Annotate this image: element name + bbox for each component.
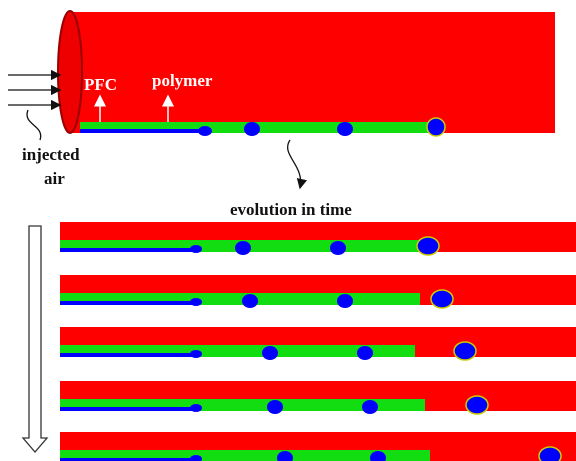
time-arrow	[21, 225, 49, 453]
strip-part	[416, 236, 440, 256]
strip-part	[330, 241, 346, 255]
strip-part	[453, 341, 477, 361]
strip-part	[60, 301, 195, 305]
pfc-label: PFC	[84, 75, 117, 94]
strip-part	[190, 404, 202, 412]
strip-part	[190, 245, 202, 253]
strip-part	[60, 407, 195, 411]
strip-part	[190, 350, 202, 358]
strip-part	[60, 248, 195, 252]
strip-part	[190, 298, 202, 306]
strip-part	[60, 353, 195, 357]
strip-part	[60, 458, 195, 461]
strip-part	[262, 346, 278, 360]
strip-part	[60, 450, 430, 461]
evolution-arrow	[287, 139, 308, 190]
strip-part	[267, 400, 283, 414]
cylinder	[57, 10, 555, 137]
strip-part	[242, 294, 258, 308]
injected-air-label: injected	[22, 145, 80, 164]
injected-air-label: air	[44, 169, 65, 188]
strips	[60, 222, 576, 461]
strip-part	[357, 346, 373, 360]
evolution-label: evolution in time	[230, 200, 352, 219]
air-arrows	[8, 69, 62, 141]
strip-part	[277, 451, 293, 461]
strip-part	[337, 294, 353, 308]
strip-part	[190, 455, 202, 461]
strip-part	[430, 289, 454, 309]
strip-part	[370, 451, 386, 461]
strip-part	[465, 395, 489, 415]
strip-part	[538, 446, 562, 461]
strip-part	[362, 400, 378, 414]
polymer-label: polymer	[152, 71, 213, 90]
strip-part	[235, 241, 251, 255]
